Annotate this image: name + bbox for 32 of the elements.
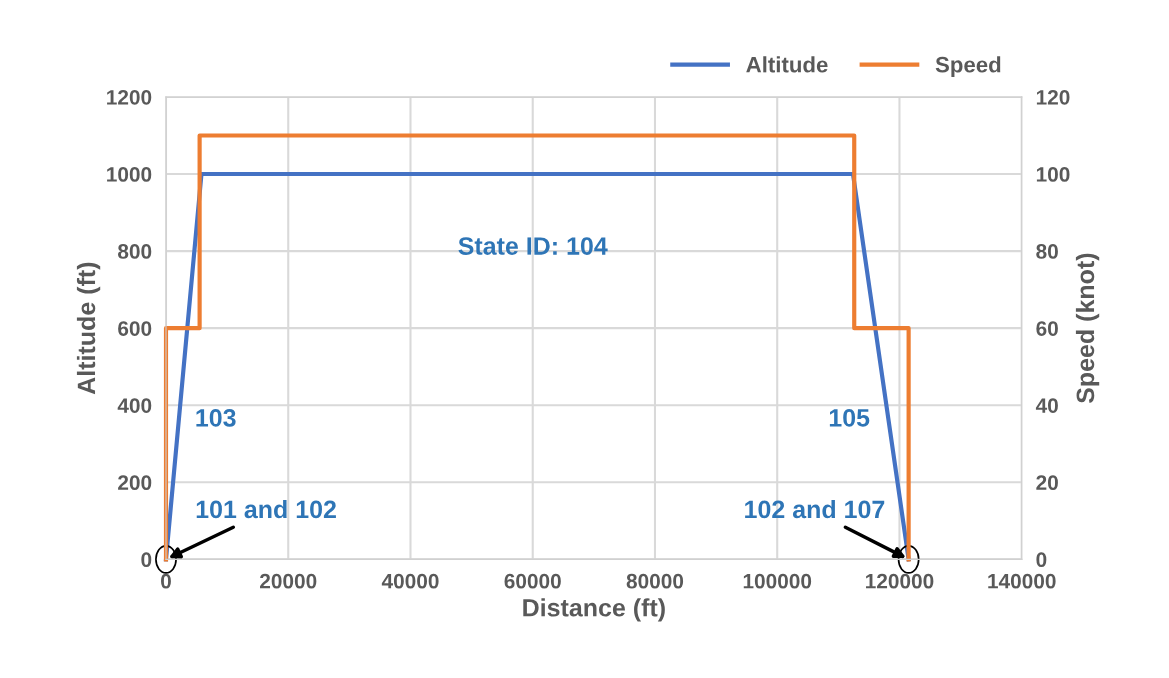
y2-tick-label: 40 xyxy=(1035,398,1058,413)
y2-tick-label: 120 xyxy=(1036,89,1070,105)
y2-tick-label: 80 xyxy=(1036,244,1058,259)
annotation: 103 xyxy=(196,409,236,427)
y-tick-label: 800 xyxy=(118,244,152,259)
y2-axis-title: Speed (knot) xyxy=(1075,253,1100,404)
legend-label: Altitude xyxy=(746,56,828,73)
x-tick-label: 40000 xyxy=(381,573,439,589)
annotation: 105 xyxy=(829,409,870,427)
y2-tick-label: 100 xyxy=(1036,167,1070,182)
y-tick-label: 0 xyxy=(141,552,152,568)
x-tick-label: 140000 xyxy=(988,573,1056,589)
x-tick-label: 120000 xyxy=(866,573,934,589)
y-tick-label: 200 xyxy=(118,475,152,491)
y2-tick-label: 0 xyxy=(1036,552,1047,568)
annotation: State ID: 104 xyxy=(458,237,608,255)
x-tick-label: 0 xyxy=(161,573,171,589)
y-tick-label: 400 xyxy=(117,398,152,413)
y-tick-label: 1200 xyxy=(107,89,152,105)
y-tick-label: 600 xyxy=(118,321,152,336)
y2-tick-label: 20 xyxy=(1036,475,1058,491)
y-axis-title: Altitude (ft) xyxy=(76,262,101,395)
x-tick-label: 20000 xyxy=(260,573,317,589)
annotation: 102 and 107 xyxy=(745,499,885,519)
x-tick-label: 80000 xyxy=(626,573,684,589)
x-tick-label: 100000 xyxy=(743,573,812,589)
legend-label: Speed xyxy=(935,56,1001,77)
annotation: 101 and 102 xyxy=(196,499,336,519)
x-axis-title: Distance (ft) xyxy=(523,598,665,622)
x-tick-label: 60000 xyxy=(504,573,561,589)
y-tick-label: 1000 xyxy=(107,167,152,182)
y2-tick-label: 60 xyxy=(1036,321,1058,336)
